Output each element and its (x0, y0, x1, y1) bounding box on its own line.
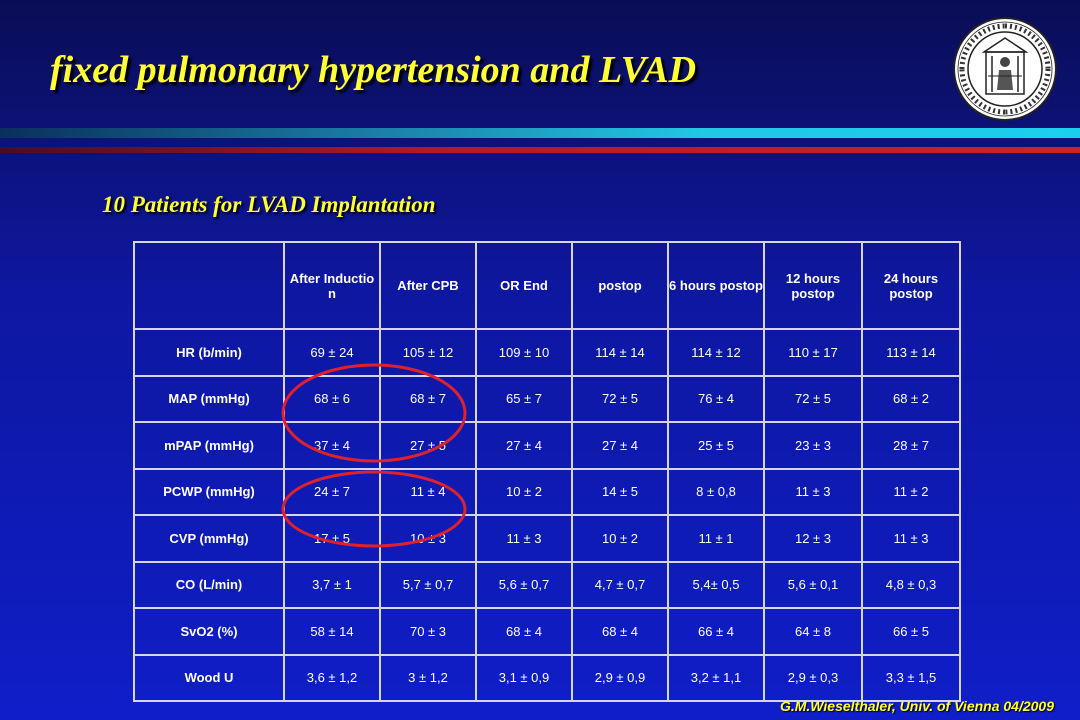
table-cell: 28 ± 7 (861, 421, 961, 470)
table-cell: 64 ± 8 (763, 607, 863, 656)
column-header: After CPB (379, 241, 477, 330)
row-label: CVP (mmHg) (133, 514, 285, 563)
table-row: mPAP (mmHg) 37 ± 4 27 ± 5 27 ± 4 27 ± 4 … (133, 421, 961, 470)
table-cell: 68 ± 2 (861, 374, 961, 423)
table-row: PCWP (mmHg) 24 ± 7 11 ± 4 10 ± 2 14 ± 5 … (133, 467, 961, 516)
table-cell: 27 ± 4 (475, 421, 573, 470)
table-cell: 10 ± 2 (571, 514, 669, 563)
decorative-cyan-bar (0, 128, 1080, 138)
table-cell: 11 ± 3 (475, 514, 573, 563)
table-cell: 72 ± 5 (571, 374, 669, 423)
table-row: SvO2 (%) 58 ± 14 70 ± 3 68 ± 4 68 ± 4 66… (133, 607, 961, 656)
table-cell: 114 ± 14 (571, 328, 669, 377)
table-cell: 5,4± 0,5 (667, 560, 765, 609)
column-header: After Inductio n (283, 241, 381, 330)
table-cell: 105 ± 12 (379, 328, 477, 377)
table-row: CO (L/min) 3,7 ± 1 5,7 ± 0,7 5,6 ± 0,7 4… (133, 560, 961, 609)
table-cell: 12 ± 3 (763, 514, 863, 563)
table-row: CVP (mmHg) 17 ± 5 10 ± 3 11 ± 3 10 ± 2 1… (133, 514, 961, 563)
row-label: PCWP (mmHg) (133, 467, 285, 516)
table-cell: 4,8 ± 0,3 (861, 560, 961, 609)
table-row: HR (b/min) 69 ± 24 105 ± 12 109 ± 10 114… (133, 328, 961, 377)
column-header: postop (571, 241, 669, 330)
column-header (133, 241, 285, 330)
table-cell: 113 ± 14 (861, 328, 961, 377)
table-cell: 68 ± 7 (379, 374, 477, 423)
table-cell: 17 ± 5 (283, 514, 381, 563)
table-cell: 11 ± 3 (861, 514, 961, 563)
table-cell: 68 ± 4 (571, 607, 669, 656)
table-row: Wood U 3,6 ± 1,2 3 ± 1,2 3,1 ± 0,9 2,9 ±… (133, 653, 961, 702)
table-cell: 5,7 ± 0,7 (379, 560, 477, 609)
table-cell: 68 ± 6 (283, 374, 381, 423)
row-label: MAP (mmHg) (133, 374, 285, 423)
column-header: 6 hours postop (667, 241, 765, 330)
table-cell: 3,1 ± 0,9 (475, 653, 573, 702)
table-cell: 3 ± 1,2 (379, 653, 477, 702)
table-cell: 3,7 ± 1 (283, 560, 381, 609)
table-cell: 14 ± 5 (571, 467, 669, 516)
table-cell: 58 ± 14 (283, 607, 381, 656)
table-cell: 66 ± 5 (861, 607, 961, 656)
table-cell: 11 ± 3 (763, 467, 863, 516)
table-cell: 23 ± 3 (763, 421, 863, 470)
table-cell: 110 ± 17 (763, 328, 863, 377)
table-cell: 10 ± 3 (379, 514, 477, 563)
table-cell: 24 ± 7 (283, 467, 381, 516)
table-header-row: After Inductio n After CPB OR End postop… (133, 241, 961, 330)
table-cell: 114 ± 12 (667, 328, 765, 377)
table-cell: 5,6 ± 0,1 (763, 560, 863, 609)
slide-title: fixed pulmonary hypertension and LVAD (50, 49, 697, 91)
row-label: HR (b/min) (133, 328, 285, 377)
table-cell: 76 ± 4 (667, 374, 765, 423)
row-label: CO (L/min) (133, 560, 285, 609)
university-seal-icon (953, 17, 1057, 121)
table-cell: 109 ± 10 (475, 328, 573, 377)
table-cell: 10 ± 2 (475, 467, 573, 516)
table-cell: 65 ± 7 (475, 374, 573, 423)
table-cell: 3,3 ± 1,5 (861, 653, 961, 702)
table-cell: 25 ± 5 (667, 421, 765, 470)
table-cell: 8 ± 0,8 (667, 467, 765, 516)
decorative-red-bar (0, 147, 1080, 153)
column-header: OR End (475, 241, 573, 330)
table-cell: 3,6 ± 1,2 (283, 653, 381, 702)
slide-subtitle: 10 Patients for LVAD Implantation (102, 192, 436, 217)
table-row: MAP (mmHg) 68 ± 6 68 ± 7 65 ± 7 72 ± 5 7… (133, 374, 961, 423)
column-header: 24 hours postop (861, 241, 961, 330)
table-cell: 66 ± 4 (667, 607, 765, 656)
table-cell: 37 ± 4 (283, 421, 381, 470)
table-cell: 11 ± 2 (861, 467, 961, 516)
table-cell: 2,9 ± 0,9 (571, 653, 669, 702)
hemodynamics-table: After Inductio n After CPB OR End postop… (133, 241, 961, 702)
table-cell: 4,7 ± 0,7 (571, 560, 669, 609)
table-cell: 68 ± 4 (475, 607, 573, 656)
table-cell: 3,2 ± 1,1 (667, 653, 765, 702)
table-cell: 2,9 ± 0,3 (763, 653, 863, 702)
row-label: SvO2 (%) (133, 607, 285, 656)
table-cell: 27 ± 4 (571, 421, 669, 470)
table-cell: 72 ± 5 (763, 374, 863, 423)
column-header: 12 hours postop (763, 241, 863, 330)
table-cell: 27 ± 5 (379, 421, 477, 470)
row-label: Wood U (133, 653, 285, 702)
row-label: mPAP (mmHg) (133, 421, 285, 470)
table-cell: 11 ± 4 (379, 467, 477, 516)
table-cell: 5,6 ± 0,7 (475, 560, 573, 609)
table-cell: 69 ± 24 (283, 328, 381, 377)
author-footer: G.M.Wieselthaler, Univ. of Vienna 04/200… (779, 698, 1054, 714)
table-cell: 70 ± 3 (379, 607, 477, 656)
table-cell: 11 ± 1 (667, 514, 765, 563)
